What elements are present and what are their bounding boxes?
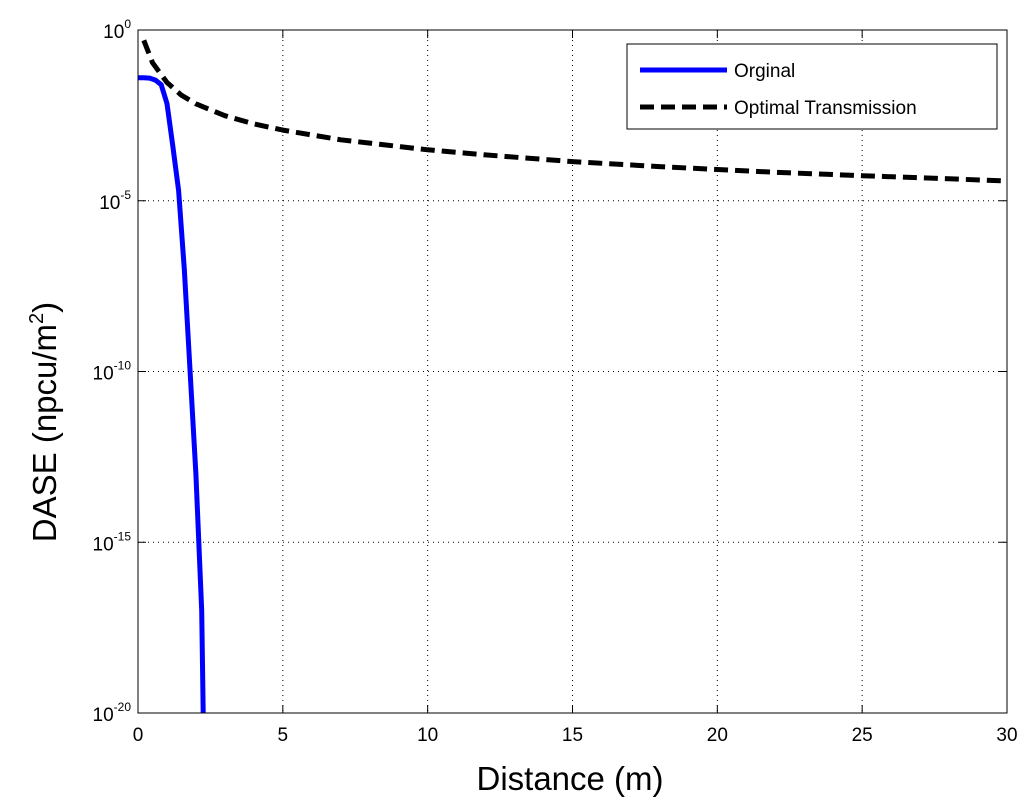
y-tick-exp: 0 bbox=[124, 17, 131, 31]
y-tick-label: 10-10 bbox=[93, 359, 132, 385]
y-tick-base: 10 bbox=[93, 534, 114, 555]
x-tick-label: 15 bbox=[562, 725, 583, 746]
x-tick-label: 20 bbox=[707, 725, 728, 746]
y-axis-label-main: DASE (npcu/m bbox=[26, 324, 63, 542]
x-tick-label: 0 bbox=[133, 725, 144, 746]
y-tick-base: 10 bbox=[93, 364, 114, 385]
y-tick-label: 10-15 bbox=[93, 529, 132, 555]
x-tick-label: 25 bbox=[852, 725, 873, 746]
y-tick-base: 10 bbox=[103, 22, 124, 43]
y-axis-label-end: ) bbox=[26, 302, 63, 313]
series-line-orginal bbox=[138, 75, 206, 713]
y-tick-label: 10-5 bbox=[99, 188, 131, 214]
x-tick-label: 10 bbox=[417, 725, 438, 746]
legend-box bbox=[626, 43, 998, 130]
y-tick-base: 10 bbox=[99, 193, 120, 214]
legend-label-optimal-transmission: Optimal Transmission bbox=[734, 98, 917, 119]
legend: Orginal Optimal Transmission bbox=[626, 43, 998, 130]
y-tick-base: 10 bbox=[93, 705, 114, 726]
y-tick-exp: -15 bbox=[114, 529, 132, 543]
x-axis-label: Distance (m) bbox=[476, 760, 663, 797]
x-tick-label: 30 bbox=[996, 725, 1017, 746]
x-tick-labels: 0 5 10 15 20 25 30 bbox=[133, 725, 1018, 746]
ticks bbox=[137, 29, 1008, 714]
y-axis-label-sup: 2 bbox=[26, 313, 48, 324]
series-layer bbox=[138, 39, 1007, 713]
y-tick-label: 100 bbox=[103, 17, 131, 43]
y-tick-label: 10-20 bbox=[93, 700, 132, 726]
y-tick-exp: -20 bbox=[114, 700, 132, 714]
series-line-optimal-transmission bbox=[141, 39, 1007, 184]
y-axis-label: DASE (npcu/m2) bbox=[26, 302, 63, 542]
y-tick-exp: -5 bbox=[120, 188, 131, 202]
x-tick-label: 5 bbox=[278, 725, 289, 746]
y-tick-exp: -10 bbox=[114, 359, 132, 373]
legend-label-orginal: Orginal bbox=[734, 61, 795, 82]
